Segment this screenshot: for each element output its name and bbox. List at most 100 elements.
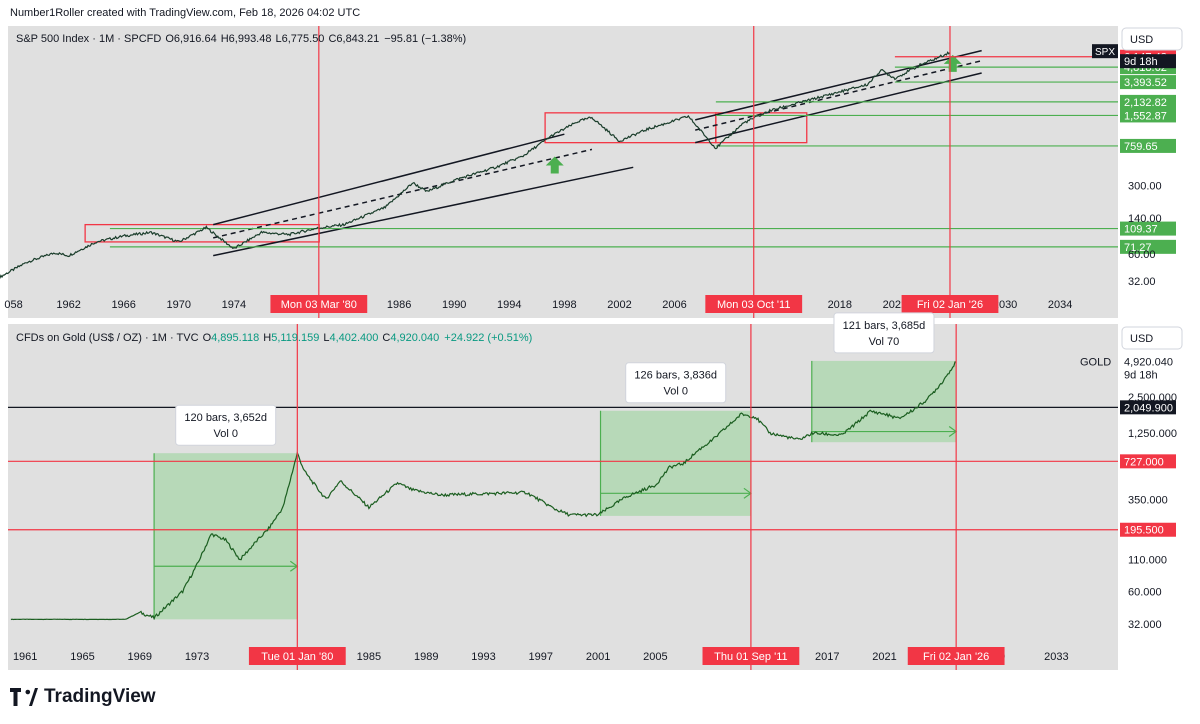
spx-y-tick-1: 140.00 — [1128, 213, 1162, 225]
spx-y-tick-2: 60.00 — [1128, 249, 1156, 261]
spx-y-tick-3: 32.00 — [1128, 276, 1156, 288]
spx-level-label-3: 2,132.82 — [1124, 97, 1167, 109]
spx-title-text: S&P 500 Index · 1M · SPCFD — [16, 33, 161, 45]
gold-level-tag-2 — [1120, 522, 1176, 537]
gold-x-tick-12: 2017 — [815, 651, 839, 663]
spx-box-3 — [715, 112, 808, 144]
gold-vline-label-1: Thu 01 Sep '11 — [714, 651, 787, 663]
spx-x-tick-14: 2034 — [1048, 299, 1072, 311]
gold-level-label-1: 727.000 — [1124, 456, 1164, 468]
gold-title-text: CFDs on Gold (US$ / OZ) · 1M · TVC — [16, 332, 199, 344]
spx-vline-label-1: Mon 03 Oct '11 — [717, 299, 790, 311]
gold-title: CFDs on Gold (US$ / OZ) · 1M · TVC O4,895… — [16, 332, 532, 344]
spx-panel-background — [8, 26, 1118, 318]
gold-x-tick-5: 1985 — [357, 651, 381, 663]
gold-x-tick-9: 2001 — [586, 651, 610, 663]
svg-text:USD: USD — [1130, 333, 1153, 345]
spx-vline-tag-1 — [705, 295, 803, 313]
gold-y-tick-5: 32.000 — [1128, 619, 1162, 631]
gold-vline-label-2: Fri 02 Jan '26 — [923, 651, 989, 663]
gold-vline-tag-0 — [248, 647, 346, 665]
gold-y-tick-0: 2,500.000 — [1128, 392, 1177, 404]
gold-level-label-2: 195.500 — [1124, 525, 1164, 537]
spx-x-tick-11: 2018 — [828, 299, 852, 311]
spx-channel-a-0 — [213, 133, 565, 226]
spx-x-tick-10: 2006 — [662, 299, 686, 311]
spx-level-tag-6 — [1120, 221, 1176, 236]
spx-level-tag-5 — [1120, 138, 1176, 153]
tradingview-logo-icon — [10, 688, 38, 706]
spx-level-tag-4 — [1120, 108, 1176, 123]
spx-vline-label-0: Mon 03 Mar '80 — [281, 299, 357, 311]
tradingview-logo[interactable]: TradingView — [10, 686, 156, 708]
spx-channel-a-2 — [213, 148, 593, 239]
spx-level-label-6: 109.37 — [1124, 224, 1158, 236]
gold-x-tick-7: 1993 — [471, 651, 495, 663]
spx-symbol-tag — [1092, 44, 1118, 59]
spx-y-tick-0: 300.00 — [1128, 181, 1162, 193]
spx-x-tick-8: 1998 — [552, 299, 576, 311]
spx-title: S&P 500 Index · 1M · SPCFD O6,916.64 H6,99… — [16, 33, 466, 45]
spx-level-label-2: 3,393.52 — [1124, 77, 1167, 89]
gold-level-tag-1 — [1120, 454, 1176, 469]
spx-channel-b-0 — [695, 49, 982, 121]
gold-price-scale[interactable] — [1118, 324, 1194, 670]
spx-x-tick-12: 2022 — [883, 299, 907, 311]
gold-currency-button[interactable]: USD — [1121, 326, 1183, 350]
gold-range-bars-0: 120 bars, 3,652d — [184, 412, 267, 424]
spx-chart-layer: 6,147.434,818.623,393.522,132.821,552.87… — [0, 26, 1176, 318]
gold-x-tick-15: 2033 — [1044, 651, 1068, 663]
gold-range-bars-1: 126 bars, 3,836d — [634, 370, 717, 382]
gold-countdown: 9d 18h — [1124, 370, 1158, 382]
gold-level-tag-0 — [1120, 400, 1176, 415]
gold-range-box-2 — [811, 360, 957, 443]
spx-level-label-7: 71.27 — [1124, 242, 1152, 254]
gold-y-tick-3: 110.000 — [1128, 555, 1167, 567]
spx-price-scale[interactable] — [1118, 26, 1194, 318]
gold-last-price: 4,920.040 — [1124, 357, 1173, 369]
gold-range-callout-1 — [625, 362, 727, 404]
spx-countdown-tag — [1120, 54, 1176, 69]
spx-x-tick-1: 1962 — [56, 299, 80, 311]
spx-vline-label-2: Fri 02 Jan '26 — [917, 299, 983, 311]
gold-vline-tag-2 — [907, 647, 1005, 665]
spx-up-arrow-0 — [545, 156, 564, 174]
gold-range-callout-0 — [175, 404, 277, 446]
gold-x-tick-1: 1965 — [70, 651, 94, 663]
spx-x-tick-3: 1970 — [167, 299, 191, 311]
gold-vline-tag-1 — [702, 647, 800, 665]
gold-y-tick-1: 1,250.000 — [1128, 428, 1177, 440]
spx-level-label-4: 1,552.87 — [1124, 110, 1167, 122]
spx-channel-a-1 — [213, 166, 634, 257]
svg-text:USD: USD — [1130, 34, 1153, 46]
chart-credit: Number1Roller created with TradingView.c… — [10, 7, 361, 19]
spx-x-tick-9: 2002 — [607, 299, 631, 311]
gold-range-callout-2 — [833, 312, 935, 354]
gold-price-line — [10, 361, 957, 621]
spx-x-tick-7: 1994 — [497, 299, 521, 311]
gold-x-tick-3: 1973 — [185, 651, 209, 663]
spx-x-tick-4: 1974 — [222, 299, 246, 311]
spx-x-tick-13: 2030 — [993, 299, 1017, 311]
spx-symbol-label: SPX — [1095, 47, 1115, 58]
spx-countdown: 9d 18h — [1124, 56, 1158, 68]
spx-vline-tag-2 — [901, 295, 999, 313]
gold-symbol-label: GOLD — [1080, 357, 1111, 369]
spx-level-tag-7 — [1120, 239, 1176, 254]
gold-range-vol-1: Vol 0 — [663, 386, 687, 398]
gold-x-tick-0: 1961 — [13, 651, 37, 663]
gold-range-vol-2: Vol 70 — [869, 336, 900, 348]
gold-x-tick-6: 1989 — [414, 651, 438, 663]
spx-x-tick-5: 1986 — [387, 299, 411, 311]
spx-channel-b-2 — [695, 59, 982, 131]
gold-range-box-0 — [154, 453, 298, 620]
spx-vline-tag-0 — [270, 295, 368, 313]
spx-level-label-5: 759.65 — [1124, 141, 1158, 153]
spx-level-tag-2 — [1120, 75, 1176, 90]
spx-currency-button[interactable]: USD — [1121, 27, 1183, 51]
gold-x-tick-8: 1997 — [529, 651, 553, 663]
spx-up-arrow-1 — [943, 54, 962, 72]
gold-y-tick-2: 350.000 — [1128, 494, 1168, 506]
gold-x-tick-2: 1969 — [128, 651, 152, 663]
